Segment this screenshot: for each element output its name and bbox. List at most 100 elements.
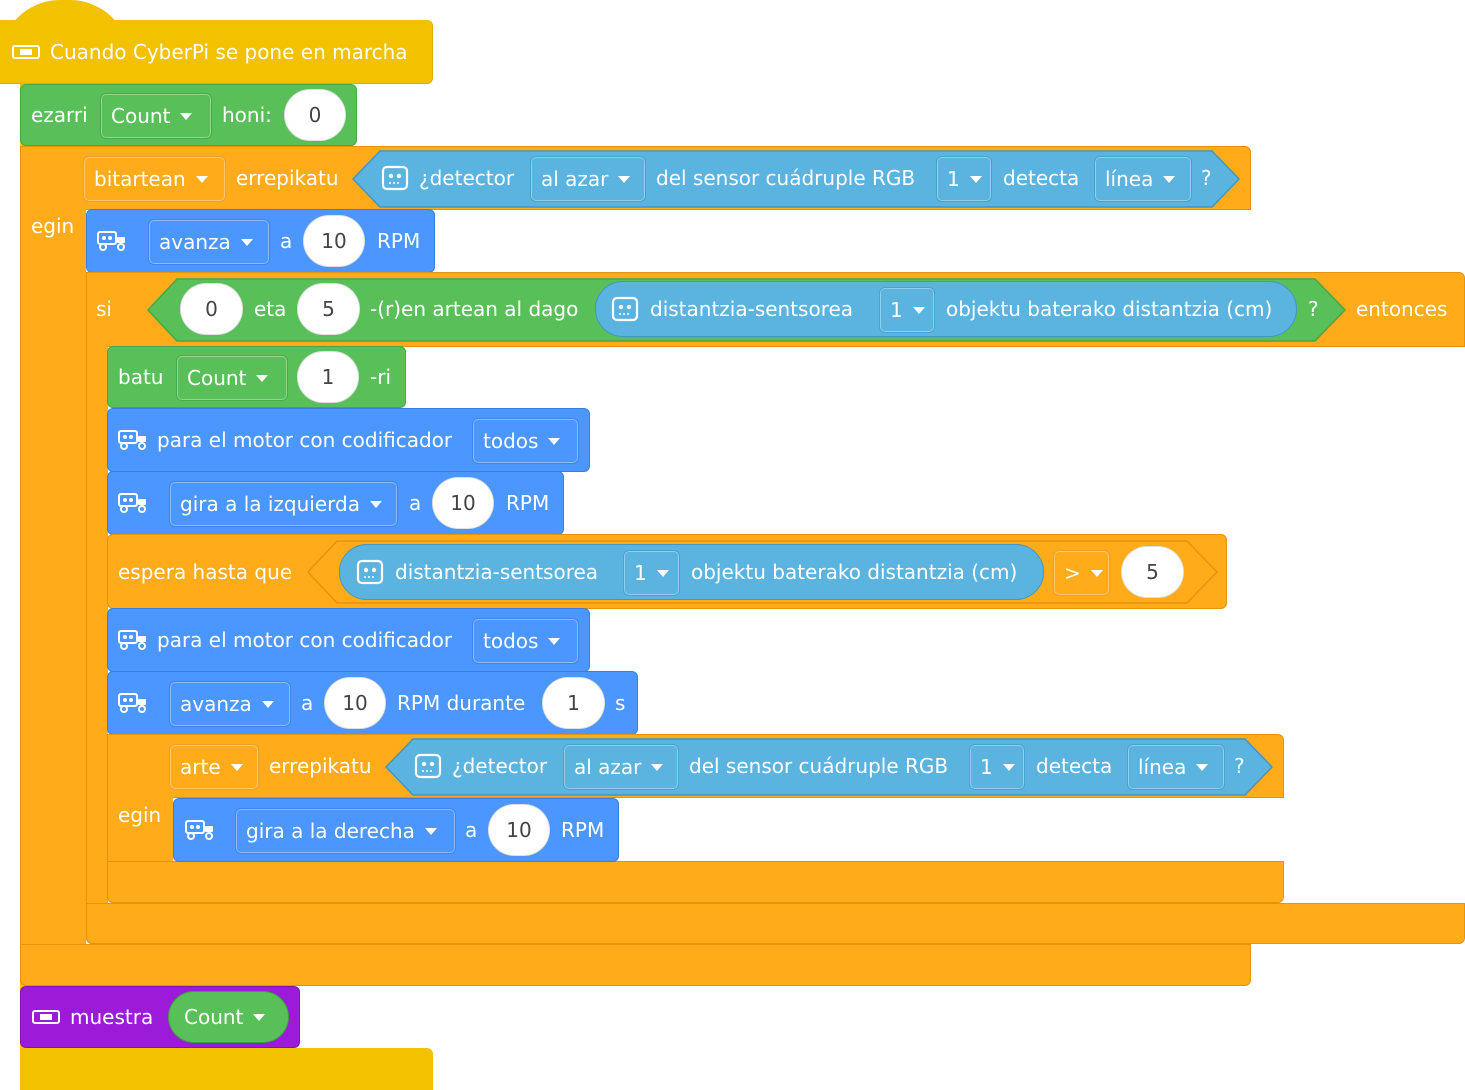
chevron-down-icon — [969, 175, 982, 183]
chevron-down-icon — [230, 763, 243, 771]
wait-value-input[interactable]: 5 — [1121, 546, 1184, 598]
turn-left-direction: gira a la izquierda — [180, 492, 360, 516]
while-condition-suffix: ? — [1201, 166, 1212, 190]
stop-motor-target-dropdown-1[interactable]: todos — [472, 418, 579, 464]
move-timed-unit-label: RPM durante — [397, 691, 526, 715]
if-label: si — [96, 297, 112, 321]
wait-sensor-index-dropdown[interactable]: 1 — [623, 550, 680, 596]
turn-right-direction: gira a la derecha — [246, 819, 415, 843]
range-high-input[interactable]: 5 — [297, 283, 360, 335]
turn-right-speed-input[interactable]: 10 — [488, 804, 550, 856]
move-timed-seconds-label: s — [615, 691, 626, 715]
hat-label: Cuando CyberPi se pone en marcha — [50, 40, 408, 64]
while-loop-repeat-label: errepikatu — [236, 166, 339, 190]
chevron-down-icon — [261, 700, 274, 708]
robot-motor-icon — [97, 231, 127, 255]
stop-motor-target-2: todos — [483, 629, 539, 653]
set-variable-to-label: honi: — [222, 103, 272, 127]
chevron-down-icon — [180, 112, 193, 120]
range-low-input[interactable]: 0 — [180, 283, 243, 335]
while-condition-mode-dropdown[interactable]: al azar — [530, 156, 646, 202]
turn-right-unit-label: RPM — [561, 818, 605, 842]
hat-block[interactable] — [0, 20, 433, 84]
until-condition-index-dropdown[interactable]: 1 — [969, 744, 1025, 790]
until-condition-suffix: ? — [1234, 754, 1245, 778]
while-loop-mode-dropdown[interactable]: bitartean — [83, 156, 226, 202]
distance-sensor-icon — [611, 296, 639, 326]
turn-left-speed-input[interactable]: 10 — [432, 477, 494, 529]
chevron-down-icon — [1163, 175, 1176, 183]
wait-operator-dropdown[interactable]: > — [1053, 550, 1110, 596]
chevron-down-icon — [548, 637, 561, 645]
until-condition-prefix: ¿detector — [452, 754, 548, 778]
show-label: muestra — [70, 1005, 154, 1029]
change-variable-suffix: -ri — [370, 365, 391, 389]
if-condition-suffix: ? — [1308, 297, 1319, 321]
wait-sensor-label: distantzia-sentsorea — [395, 560, 599, 584]
distance-sensor-icon — [356, 559, 384, 589]
cyberpi-icon — [12, 44, 40, 64]
move-speed-input[interactable]: 10 — [303, 215, 365, 267]
wait-measure-label: objektu baterako distantzia (cm) — [691, 560, 1018, 584]
turn-left-unit-label: RPM — [506, 491, 550, 515]
stop-motor-label-2: para el motor con codificador — [157, 628, 453, 652]
while-condition-mode: al azar — [541, 167, 609, 191]
show-variable-reporter[interactable]: Count — [168, 991, 289, 1043]
turn-left-at-label: a — [409, 491, 422, 515]
until-loop-repeat-label: errepikatu — [269, 754, 372, 778]
until-condition-mode: al azar — [574, 755, 642, 779]
until-condition-target-dropdown[interactable]: línea — [1127, 744, 1225, 790]
if-block-arm — [86, 272, 108, 944]
wait-sensor-index: 1 — [634, 561, 647, 585]
chevron-down-icon — [369, 500, 382, 508]
if-block-foot — [86, 903, 1465, 944]
while-condition-sensor-label: del sensor cuádruple RGB — [656, 166, 916, 190]
until-loop-mode-dropdown[interactable]: arte — [169, 744, 259, 790]
rgb-sensor-icon — [414, 753, 442, 783]
wait-distance-reporter[interactable] — [339, 544, 1044, 600]
if-then-label: entonces — [1356, 297, 1448, 321]
if-distance-reporter[interactable] — [595, 281, 1297, 337]
while-loop-do-label: egin — [31, 214, 75, 238]
move-timed-direction-dropdown[interactable]: avanza — [169, 681, 291, 727]
change-variable-value-input[interactable]: 1 — [297, 351, 359, 403]
change-variable-label: batu — [118, 365, 164, 389]
wait-until-label: espera hasta que — [118, 560, 293, 584]
until-loop-foot — [107, 861, 1284, 903]
chevron-down-icon — [1196, 763, 1209, 771]
chevron-down-icon — [651, 763, 664, 771]
stop-motor-target-1: todos — [483, 429, 539, 453]
until-loop-mode: arte — [180, 755, 221, 779]
stop-motor-target-dropdown-2[interactable]: todos — [472, 618, 579, 664]
while-condition-target-dropdown[interactable]: línea — [1094, 156, 1192, 202]
robot-motor-icon — [185, 820, 215, 844]
chevron-down-icon — [253, 1013, 266, 1021]
turn-right-direction-dropdown[interactable]: gira a la derecha — [235, 808, 456, 854]
wait-operator: > — [1064, 561, 1081, 585]
script-end — [20, 1048, 433, 1090]
turn-right-at-label: a — [465, 818, 478, 842]
until-condition-mode-dropdown[interactable]: al azar — [563, 744, 679, 790]
until-loop-do-label: egin — [118, 803, 162, 827]
set-variable-dropdown[interactable]: Count — [100, 93, 212, 139]
until-condition-detects-label: detecta — [1036, 754, 1113, 778]
move-timed-speed-input[interactable]: 10 — [324, 677, 386, 729]
set-variable-value-input[interactable]: 0 — [284, 89, 346, 141]
stop-motor-label-1: para el motor con codificador — [157, 428, 453, 452]
chevron-down-icon — [1002, 763, 1015, 771]
change-variable-dropdown[interactable]: Count — [176, 355, 288, 401]
chevron-down-icon — [548, 437, 561, 445]
while-condition-index: 1 — [947, 167, 960, 191]
move-direction-dropdown[interactable]: avanza — [148, 219, 270, 265]
while-condition-target: línea — [1105, 167, 1154, 191]
cyberpi-icon — [32, 1009, 60, 1029]
if-sensor-index-dropdown[interactable]: 1 — [879, 287, 935, 333]
range-and-label: eta — [254, 297, 287, 321]
move-timed-duration-input[interactable]: 1 — [542, 677, 605, 729]
turn-left-direction-dropdown[interactable]: gira a la izquierda — [169, 481, 398, 527]
while-loop-arm — [20, 146, 86, 986]
set-variable-label: ezarri — [31, 103, 88, 127]
if-sensor-label: distantzia-sentsorea — [650, 297, 854, 321]
chevron-down-icon — [240, 238, 253, 246]
while-condition-index-dropdown[interactable]: 1 — [936, 156, 992, 202]
